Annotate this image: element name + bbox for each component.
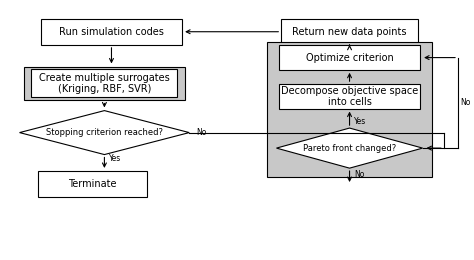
Text: Yes: Yes — [354, 117, 366, 126]
Text: No: No — [460, 98, 471, 107]
Bar — [279, 45, 420, 70]
Text: Return new data points: Return new data points — [292, 27, 407, 37]
Text: Terminate: Terminate — [68, 179, 117, 189]
Polygon shape — [19, 110, 189, 154]
Bar — [279, 84, 420, 109]
Bar — [267, 42, 432, 177]
Polygon shape — [276, 128, 423, 168]
Text: No: No — [354, 170, 365, 179]
Text: Stopping criterion reached?: Stopping criterion reached? — [46, 128, 163, 137]
Bar — [31, 69, 177, 98]
Bar — [24, 67, 184, 100]
Text: No: No — [196, 128, 207, 137]
Text: Pareto front changed?: Pareto front changed? — [303, 144, 396, 153]
Bar — [38, 171, 147, 197]
Text: Create multiple surrogates
(Kriging, RBF, SVR): Create multiple surrogates (Kriging, RBF… — [39, 73, 170, 94]
Text: Yes: Yes — [109, 154, 121, 163]
Text: Optimize criterion: Optimize criterion — [306, 53, 393, 63]
Text: Run simulation codes: Run simulation codes — [59, 27, 164, 37]
Bar — [41, 19, 182, 45]
Text: Decompose objective space
into cells: Decompose objective space into cells — [281, 86, 418, 107]
Bar — [281, 19, 418, 45]
